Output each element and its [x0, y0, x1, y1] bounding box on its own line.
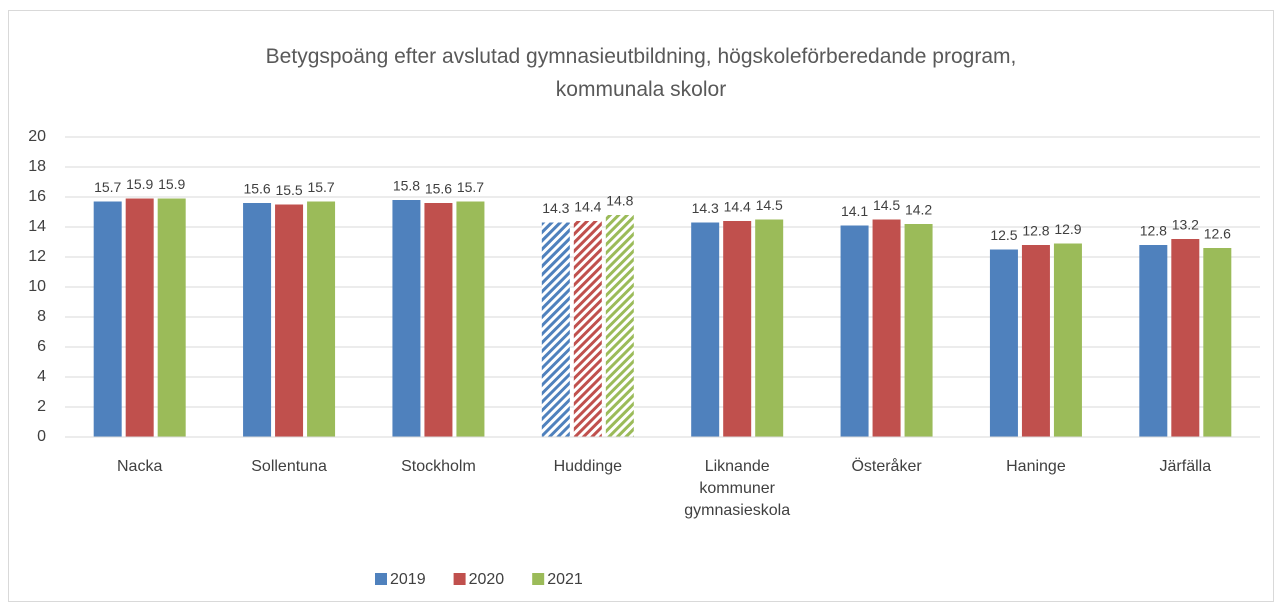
bar — [307, 201, 336, 437]
y-tick-label: 12 — [28, 248, 46, 265]
data-label: 15.8 — [393, 178, 420, 194]
bar — [1139, 245, 1168, 437]
x-tick-label: Stockholm — [401, 458, 476, 475]
bar — [1203, 248, 1232, 437]
bar — [691, 222, 720, 437]
data-label: 12.8 — [1022, 223, 1049, 239]
bar — [989, 249, 1018, 437]
legend-swatch — [532, 573, 545, 585]
bar — [157, 198, 186, 437]
y-tick-label: 2 — [37, 398, 46, 415]
data-label: 14.8 — [606, 193, 633, 209]
legend-label: 2020 — [469, 571, 505, 588]
x-tick-label: Sollentuna — [251, 458, 327, 475]
y-tick-label: 16 — [28, 188, 46, 205]
data-label: 14.3 — [692, 200, 719, 216]
data-label: 15.7 — [457, 179, 484, 195]
data-label: 13.2 — [1172, 217, 1199, 233]
x-tick-label: Haninge — [1006, 458, 1066, 475]
y-tick-label: 10 — [28, 278, 46, 295]
data-label: 12.6 — [1204, 226, 1231, 242]
bar — [541, 222, 570, 437]
y-tick-label: 4 — [37, 368, 46, 385]
bar — [723, 221, 752, 437]
bar — [1053, 243, 1082, 437]
bar — [605, 215, 634, 437]
data-label: 14.1 — [841, 203, 868, 219]
bar — [424, 203, 453, 437]
data-label: 15.5 — [275, 182, 302, 198]
bar — [392, 200, 421, 437]
x-tick-label: Huddinge — [553, 458, 623, 475]
bar — [872, 219, 901, 437]
bar — [456, 201, 485, 437]
bar — [275, 204, 304, 437]
legend-label: 2019 — [390, 571, 426, 588]
data-label: 15.7 — [94, 179, 121, 195]
bar — [840, 225, 869, 437]
bar — [243, 203, 272, 437]
data-label: 15.6 — [425, 181, 452, 197]
data-label: 14.3 — [542, 200, 569, 216]
data-label: 12.8 — [1140, 223, 1167, 239]
y-tick-label: 6 — [37, 338, 46, 355]
bar — [755, 219, 784, 437]
y-tick-label: 14 — [28, 218, 46, 235]
bar — [125, 198, 154, 437]
data-label: 14.4 — [724, 199, 751, 215]
data-label: 14.5 — [873, 197, 900, 213]
chart-title: Betygspoäng efter avslutad gymnasieutbil… — [265, 45, 1017, 101]
bar — [573, 221, 602, 437]
x-tick-label: Liknande kommuner gymnasieskola — [684, 458, 791, 519]
data-label: 15.6 — [243, 181, 270, 197]
bar — [1171, 239, 1200, 437]
bar — [93, 201, 122, 437]
data-label: 14.4 — [574, 199, 601, 215]
legend-label: 2021 — [547, 571, 583, 588]
data-label: 12.9 — [1054, 221, 1081, 237]
data-label: 15.7 — [307, 179, 334, 195]
x-tick-label: Järfälla — [1159, 458, 1212, 475]
legend-swatch — [375, 573, 387, 585]
y-tick-label: 0 — [37, 428, 46, 445]
data-label: 14.2 — [905, 202, 932, 218]
x-tick-label: Nacka — [117, 458, 163, 475]
x-tick-label: Österåker — [851, 458, 922, 475]
data-label: 15.9 — [126, 176, 153, 192]
legend-swatch — [453, 573, 466, 585]
y-tick-label: 8 — [37, 308, 46, 325]
y-tick-label: 18 — [28, 158, 46, 175]
data-label: 12.5 — [990, 227, 1017, 243]
y-tick-label: 20 — [28, 128, 46, 145]
bar — [904, 224, 933, 437]
data-label: 15.9 — [158, 176, 185, 192]
bar — [1021, 245, 1050, 437]
data-label: 14.5 — [756, 197, 783, 213]
